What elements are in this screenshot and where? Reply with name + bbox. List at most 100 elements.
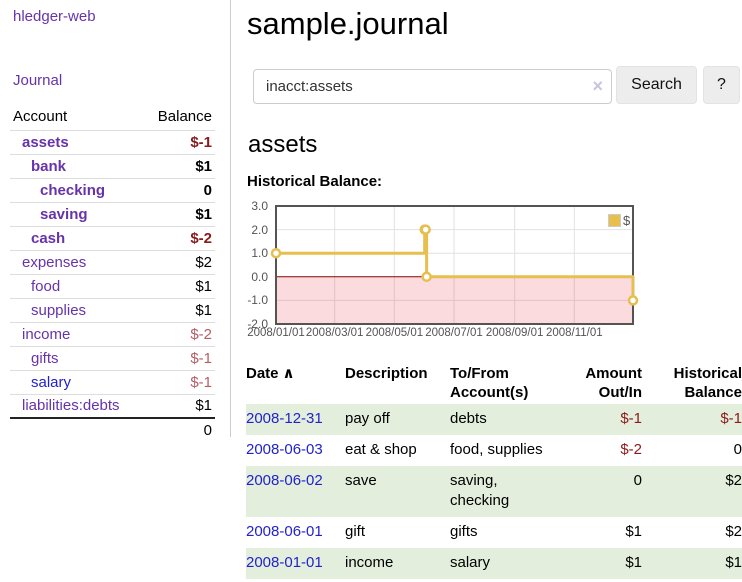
description-cell: eat & shop (345, 441, 417, 458)
accounts-cell: salary (450, 554, 491, 571)
sidebar: hledger-web Journal Account Balance asse… (0, 0, 231, 442)
account-link[interactable]: checking (40, 181, 106, 199)
account-row: supplies $1 (10, 297, 215, 322)
amount-cell: $1 (625, 523, 642, 540)
date-link[interactable]: 2008-06-02 (246, 472, 323, 489)
description-cell: pay off (345, 410, 390, 427)
legend-label: $ (623, 213, 631, 228)
account-link[interactable]: saving (40, 205, 88, 223)
search-input[interactable] (253, 69, 612, 104)
account-link[interactable]: income (22, 325, 71, 343)
description-cell: save (345, 472, 377, 489)
accounts-header-account: Account (13, 108, 68, 126)
page-title: sample.journal (247, 6, 449, 41)
amount-cell: 0 (633, 472, 642, 489)
date-link[interactable]: 2008-06-03 (246, 441, 323, 458)
register-row: 2008-12-31 pay off debts $-1 $-1 (246, 404, 742, 435)
account-row: liabilities:debts $1 (10, 393, 215, 418)
sort-asc-icon: ∧ (282, 365, 295, 382)
chart-label: Historical Balance: (247, 173, 383, 190)
account-balance: $-1 (143, 345, 215, 370)
account-heading: assets (248, 131, 318, 158)
account-link[interactable]: assets (22, 133, 69, 151)
help-button[interactable]: ? (703, 66, 740, 104)
accounts-cell: saving, checking (450, 472, 510, 509)
register-row: 2008-06-03 eat & shop food, supplies $-2 0 (246, 435, 742, 466)
x-axis-tick: 2008/09/01 (485, 327, 544, 339)
account-row: expenses $2 (10, 249, 215, 274)
x-axis-tick: 2008/11/01 (545, 327, 603, 339)
accounts-table: Account Balance assets $-1 bank $1 checking 0… (10, 104, 215, 442)
data-point-marker (270, 247, 282, 259)
balance-chart[interactable] (260, 200, 652, 332)
register-table: Date ∧ Description To/From Account(s) Amo… (246, 362, 742, 579)
account-row: food $1 (10, 273, 215, 298)
x-axis-tick: 2008/05/01 (365, 327, 424, 339)
y-axis-tick: -1.0 (247, 293, 268, 308)
balance-cell: $-1 (720, 410, 742, 427)
account-link[interactable]: food (31, 277, 61, 295)
account-balance: $-1 (143, 129, 215, 154)
chart-svg (270, 205, 639, 325)
account-link[interactable]: cash (31, 229, 66, 247)
account-row: income $-2 (10, 321, 215, 346)
y-axis-tick: -2.0 (247, 317, 268, 331)
register-row: 2008-06-02 save saving, checking 0 $2 (246, 466, 742, 517)
account-link[interactable]: expenses (22, 253, 87, 271)
register-header-tofrom: To/From Account(s) (450, 365, 529, 401)
account-balance: $-1 (143, 369, 215, 394)
account-row: bank $1 (10, 153, 215, 178)
account-link[interactable]: supplies (31, 301, 87, 319)
balance-cell: $2 (725, 523, 742, 540)
balance-cell: $1 (725, 554, 742, 571)
amount-cell: $1 (625, 554, 642, 571)
account-row: salary $-1 (10, 369, 215, 394)
account-link[interactable]: liabilities:debts (22, 397, 120, 415)
account-balance: $1 (143, 273, 215, 298)
amount-cell: $-2 (620, 441, 642, 458)
y-axis-tick: 3.0 (251, 199, 268, 213)
clear-icon[interactable]: × (592, 76, 603, 96)
account-link[interactable]: gifts (31, 349, 59, 367)
register-header-date[interactable]: Date ∧ (246, 365, 295, 382)
data-point-marker (627, 295, 639, 306)
y-axis-tick: 1.0 (251, 246, 268, 261)
data-point-marker (421, 271, 432, 283)
accounts-header-balance: Balance (157, 108, 212, 126)
data-point-marker (420, 224, 431, 235)
chart-legend: $ (607, 212, 632, 229)
accounts-cell: gifts (450, 523, 478, 540)
brand-link[interactable]: hledger-web (13, 8, 96, 25)
date-link[interactable]: 2008-06-01 (246, 523, 323, 540)
account-balance: $-2 (143, 321, 215, 346)
search-button[interactable]: Search (616, 66, 697, 104)
account-balance: $1 (143, 201, 215, 226)
account-balance: 0 (143, 177, 215, 202)
search-form: × (253, 69, 612, 104)
account-row: cash $-2 (10, 225, 215, 250)
x-axis-tick: 2008/03/01 (305, 327, 364, 339)
accounts-cell: debts (450, 410, 487, 427)
account-row: saving $1 (10, 201, 215, 226)
amount-cell: $-1 (620, 410, 642, 427)
account-link[interactable]: bank (31, 157, 67, 175)
register-header-description: Description (345, 365, 428, 382)
accounts-header-row: Account Balance (10, 104, 215, 130)
register-row: 2008-06-01 gift gifts $1 $2 (246, 517, 742, 548)
account-row: checking 0 (10, 177, 215, 202)
accounts-total-value: 0 (143, 417, 215, 442)
account-balance: $1 (143, 153, 215, 178)
balance-cell: 0 (733, 441, 742, 458)
account-link[interactable]: salary (31, 373, 72, 391)
date-link[interactable]: 2008-12-31 (246, 410, 323, 427)
register-header-row: Date ∧ Description To/From Account(s) Amo… (246, 362, 742, 404)
account-balance: $-2 (143, 225, 215, 250)
description-cell: income (345, 554, 394, 571)
register-header-amount: Amount Out/In (585, 365, 642, 401)
register-row: 2008-01-01 income salary $1 $1 (246, 548, 742, 579)
description-cell: gift (345, 523, 366, 540)
account-row: gifts $-1 (10, 345, 215, 370)
date-link[interactable]: 2008-01-01 (246, 554, 323, 571)
accounts-total-row: 0 (10, 417, 215, 442)
sidebar-item-journal[interactable]: Journal (13, 72, 63, 89)
